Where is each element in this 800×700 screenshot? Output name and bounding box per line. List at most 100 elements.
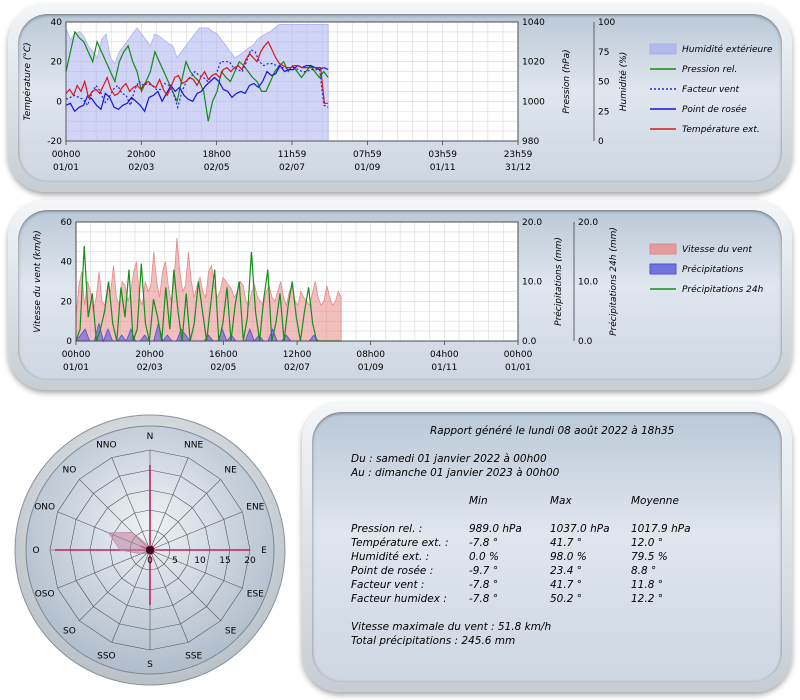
row-avg: 1017.9 hPa bbox=[631, 523, 691, 535]
y-tick-label: 1040 bbox=[522, 18, 545, 28]
rose-spoke bbox=[111, 457, 151, 551]
temperature-chart: -20 0 20 40 980 1000 1020 1040 0 25 50 75 100 Tempéra… bbox=[22, 18, 773, 173]
rose-labels: N NNE NE ENE E ESE SE SSE S SSO SO OSO O ONO NO NNO 0 5 10… bbox=[32, 432, 267, 670]
y-axis-label: Humidité (%) bbox=[618, 52, 629, 111]
legend-label: Vitesse du vent bbox=[682, 245, 752, 255]
x-tick-label: 02/03 bbox=[128, 163, 154, 173]
rose-direction-label: E bbox=[261, 546, 267, 556]
row-avg: 12.2 ° bbox=[631, 593, 663, 605]
rose-spoke bbox=[149, 549, 221, 621]
y-tick-label: 100 bbox=[598, 18, 615, 28]
row-avg: 11.8 ° bbox=[631, 579, 663, 591]
x-tick-label: 00h00 bbox=[504, 350, 533, 360]
report-panel-inner bbox=[312, 412, 782, 682]
y-tick-label: 20 bbox=[61, 297, 73, 307]
row-label: Humidité ext. : bbox=[351, 551, 430, 563]
row-min: 989.0 hPa bbox=[469, 523, 522, 535]
legend-label: Pression rel. bbox=[682, 65, 737, 75]
report-to: Au : dimanche 01 janvier 2023 à 00h00 bbox=[351, 467, 560, 479]
y-tick-label: 1020 bbox=[522, 58, 545, 68]
report-from: Du : samedi 01 janvier 2022 à 00h00 bbox=[351, 453, 547, 465]
y-axis-label: Vitesse du vent (km/h) bbox=[33, 230, 43, 332]
y-tick-label: 25 bbox=[598, 107, 609, 117]
row-label: Facteur vent : bbox=[351, 579, 425, 591]
y-tick-label: 60 bbox=[61, 218, 73, 228]
x-tick-label: 11h59 bbox=[278, 150, 307, 160]
row-min: 0.0 % bbox=[469, 551, 500, 563]
legend-label: Précipitations bbox=[682, 264, 744, 275]
row-label: Point de rosée : bbox=[351, 565, 434, 577]
y-axis-label: Température (°C) bbox=[22, 42, 33, 120]
x-tick-label: 12h00 bbox=[283, 350, 312, 360]
rose-direction-label: O bbox=[32, 546, 39, 556]
row-avg: 12.0 ° bbox=[631, 537, 663, 549]
x-tick-label: 02/05 bbox=[210, 363, 236, 373]
y-tick-label: 0.0 bbox=[522, 337, 537, 347]
x-tick-label: 01/01 bbox=[505, 363, 531, 373]
rose-radial-tick: 20 bbox=[244, 556, 256, 566]
header-max: Max bbox=[550, 495, 572, 507]
rose-series bbox=[55, 465, 250, 605]
legend-label: Humidité extérieure bbox=[682, 44, 773, 55]
row-max: 50.2 ° bbox=[550, 593, 582, 605]
x-tick-label: 08h00 bbox=[356, 350, 385, 360]
report-title: Rapport généré le lundi 08 août 2022 à 1… bbox=[430, 425, 675, 437]
rose-spoke bbox=[149, 511, 243, 551]
series-line bbox=[65, 48, 329, 110]
x-tick-label: 02/03 bbox=[137, 363, 163, 373]
row-max: 98.0 % bbox=[550, 551, 587, 563]
row-label: Facteur humidex : bbox=[351, 593, 447, 605]
x-tick-label: 01/11 bbox=[431, 363, 457, 373]
x-tick-label: 01/01 bbox=[63, 363, 89, 373]
y-tick-label: 75 bbox=[598, 48, 609, 58]
y-tick-label: 0 bbox=[56, 97, 62, 107]
legend: Vitesse du vent Précipitations Précipitati… bbox=[649, 243, 764, 295]
x-tick-label: 31/12 bbox=[505, 163, 531, 173]
x-tick-label: 01/09 bbox=[358, 363, 384, 373]
x-tick-label: 01/01 bbox=[53, 163, 79, 173]
header-avg: Moyenne bbox=[631, 495, 679, 507]
rose-direction-label: SO bbox=[63, 627, 76, 637]
y-tick-label: 40 bbox=[61, 258, 73, 268]
x-tick-label: 16h00 bbox=[209, 350, 238, 360]
wind-rose-chart: N NNE NE ENE E ESE SE SSE S SSO SO OSO O ONO NO NNO 0 5 10… bbox=[14, 414, 286, 686]
y-tick-label: 1000 bbox=[522, 97, 545, 107]
y-tick-label: 0 bbox=[598, 137, 604, 147]
row-avg: 79.5 % bbox=[631, 551, 668, 563]
rose-direction-label: ESE bbox=[247, 590, 264, 600]
row-min: -7.8 ° bbox=[469, 593, 499, 605]
y-tick-label: -20 bbox=[47, 137, 62, 147]
header-min: Min bbox=[469, 495, 488, 507]
x-tick-label: 00h00 bbox=[52, 150, 81, 160]
legend-label: Précipitations 24h bbox=[682, 284, 764, 295]
y-axis-label: Pression (hPa) bbox=[562, 49, 572, 113]
x-tick-label: 07h59 bbox=[353, 150, 382, 160]
rose-spoke bbox=[149, 549, 243, 589]
legend-label: Température ext. bbox=[682, 124, 760, 135]
series-area bbox=[75, 237, 342, 342]
y-tick-label: 0.0 bbox=[578, 337, 593, 347]
y-tick-label: 10.0 bbox=[578, 278, 598, 288]
row-label: Pression rel. : bbox=[351, 523, 423, 535]
max-wind: Vitesse maximale du vent : 51.8 km/h bbox=[351, 621, 552, 633]
x-tick-label: 02/07 bbox=[279, 163, 305, 173]
series-area bbox=[65, 24, 329, 142]
x-tick-label: 18h00 bbox=[202, 150, 231, 160]
legend-swatch bbox=[649, 43, 677, 55]
y-tick-label: 20 bbox=[51, 58, 63, 68]
y-tick-label: 20.0 bbox=[522, 218, 542, 228]
rose-radial-tick: 0 bbox=[147, 556, 153, 566]
rose-direction-label: NNO bbox=[96, 441, 117, 451]
rose-direction-label: NNE bbox=[184, 441, 203, 451]
axes: -20 0 20 40 980 1000 1020 1040 0 25 50 75 100 Tempéra… bbox=[22, 18, 629, 173]
x-tick-label: 04h00 bbox=[430, 350, 459, 360]
x-tick-label: 20h00 bbox=[135, 350, 164, 360]
total-precip: Total précipitations : 245.6 mm bbox=[351, 635, 516, 647]
rose-direction-label: NO bbox=[62, 465, 76, 475]
rose-radial-tick: 5 bbox=[172, 556, 178, 566]
y-tick-label: 10.0 bbox=[522, 278, 542, 288]
rose-direction-label: ONO bbox=[34, 502, 55, 512]
rose-direction-label: SSO bbox=[97, 651, 116, 661]
row-min: -7.8 ° bbox=[469, 537, 499, 549]
